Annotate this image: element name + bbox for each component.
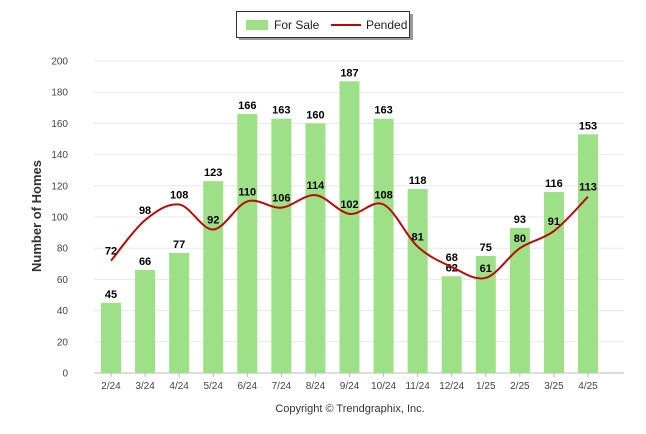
- y-tick-label: 200: [51, 57, 68, 68]
- y-tick-label: 0: [62, 369, 68, 380]
- bar-value-label: 45: [105, 289, 117, 301]
- legend-label-pended: Pended: [366, 18, 407, 32]
- line-value-label: 102: [340, 199, 358, 211]
- bar-value-label: 163: [374, 105, 392, 117]
- pended-line: [110, 194, 589, 280]
- bar-value-label: 116: [545, 178, 563, 190]
- line-labels: 72 98 108 92 110 106 114 102 108 81 68 61 80 91 113: [105, 180, 597, 275]
- x-tick-label: 6/24: [238, 381, 258, 392]
- bar-for-sale: [135, 270, 156, 373]
- bar-for-sale: [578, 134, 598, 373]
- x-tick-label: 1/25: [476, 381, 496, 392]
- bar-value-label: 75: [480, 242, 492, 254]
- x-tick-label: 3/24: [135, 381, 155, 392]
- bar-value-label: 163: [272, 105, 290, 117]
- x-tick-label: 5/24: [203, 381, 223, 392]
- y-axis-ticks: 0 20 40 60 80 100 120 140 160 180 200: [51, 57, 68, 380]
- line-value-label: 108: [374, 190, 392, 202]
- x-tick-label: 10/24: [371, 381, 396, 392]
- x-tick-label: 4/25: [578, 381, 598, 392]
- line-value-label: 110: [238, 186, 256, 198]
- bar-value-label: 77: [173, 239, 185, 251]
- bar-value-label: 160: [306, 109, 324, 121]
- line-value-label: 92: [207, 214, 219, 226]
- line-value-label: 98: [139, 205, 151, 217]
- bar-for-sale: [237, 114, 258, 373]
- y-tick-label: 160: [51, 119, 68, 130]
- bar-for-sale: [373, 118, 394, 373]
- bar-for-sale: [101, 302, 121, 373]
- bar-value-label: 166: [238, 100, 256, 112]
- bar-for-sale: [407, 188, 428, 373]
- bar-value-label: 187: [340, 67, 358, 79]
- x-tick-label: 7/24: [272, 381, 292, 392]
- line-value-label: 80: [514, 233, 526, 245]
- line-value-label: 72: [105, 246, 117, 258]
- x-tick-label: 4/24: [169, 381, 189, 392]
- bar-for-sale: [509, 227, 530, 373]
- bar-for-sale: [475, 256, 496, 373]
- legend-label-for-sale: For Sale: [274, 18, 320, 32]
- x-tick-label: 8/24: [306, 381, 326, 392]
- copyright: Copyright © Trendgraphix, Inc.: [275, 403, 424, 415]
- bar-for-sale: [339, 81, 360, 373]
- y-tick-label: 20: [57, 337, 69, 348]
- bar-for-sale: [305, 123, 326, 374]
- y-tick-label: 100: [51, 213, 68, 224]
- y-tick-label: 180: [51, 88, 68, 99]
- y-tick-label: 120: [51, 181, 68, 192]
- y-axis-title: Number of Homes: [29, 160, 44, 272]
- bar-value-label: 123: [204, 167, 222, 179]
- line-value-label: 68: [446, 252, 458, 264]
- legend-swatch-for-sale: [246, 20, 268, 30]
- x-tick-label: 11/24: [405, 381, 430, 392]
- bar-value-label: 153: [579, 120, 597, 132]
- y-tick-label: 140: [51, 150, 68, 161]
- bar-for-sale: [169, 252, 190, 373]
- line-value-label: 106: [272, 193, 290, 205]
- y-tick-label: 60: [57, 275, 69, 286]
- x-tick-label: 3/25: [544, 381, 564, 392]
- bar-for-sale: [271, 118, 292, 373]
- y-tick-label: 80: [57, 244, 69, 255]
- x-tick-label: 2/24: [101, 381, 121, 392]
- bars: [101, 81, 598, 374]
- y-tick-label: 40: [57, 306, 69, 317]
- bar-for-sale: [543, 192, 564, 373]
- line-value-label: 114: [307, 180, 326, 192]
- line-value-label: 113: [579, 182, 597, 194]
- line-value-label: 61: [480, 263, 492, 275]
- line-value-label: 81: [412, 232, 424, 244]
- legend: For Sale Pended: [236, 11, 413, 40]
- line-value-label: 91: [548, 216, 560, 228]
- x-tick-label: 9/24: [340, 381, 360, 392]
- x-tick-label: 12/24: [439, 381, 464, 392]
- line-value-label: 108: [170, 190, 188, 202]
- bar-value-label: 93: [514, 214, 526, 226]
- bar-for-sale: [203, 181, 224, 373]
- x-tick-label: 2/25: [510, 381, 530, 392]
- pended-line-path: [110, 194, 589, 280]
- bar-value-label: 118: [409, 175, 427, 187]
- x-axis-ticks: 2/24 3/24 4/24 5/24 6/24 7/24 8/24 9/24 10/24 11/…: [101, 373, 598, 392]
- bar-value-label: 66: [139, 256, 151, 268]
- bar-for-sale: [441, 276, 462, 373]
